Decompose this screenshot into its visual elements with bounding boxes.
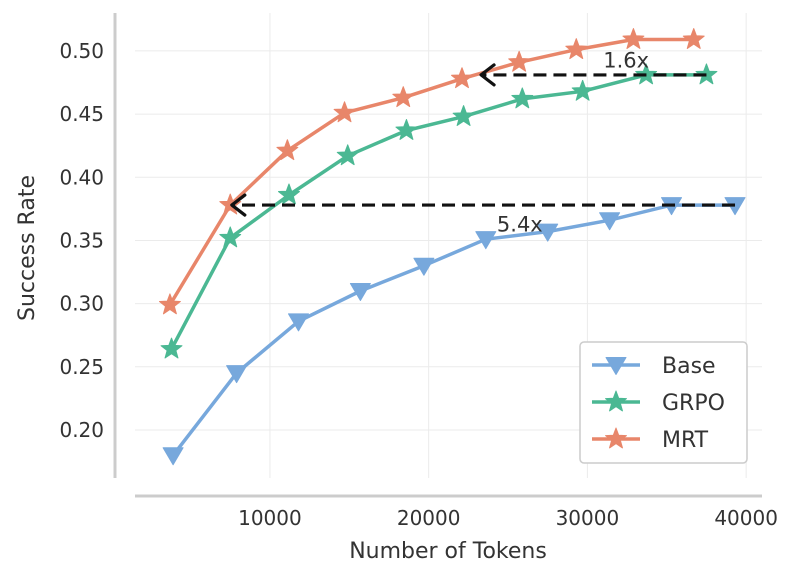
legend-frame [579, 341, 748, 464]
mrt-point [565, 38, 588, 60]
base-point [599, 212, 621, 231]
legend-swatch-marker [605, 427, 627, 449]
y-axis-ticks: 0.20 0.25 0.30 0.35 0.40 0.45 0.50 [59, 39, 104, 442]
legend-item-base: Base [592, 354, 716, 379]
y-tick-label: 0.50 [59, 39, 104, 63]
mrt-point [682, 28, 705, 49]
grpo-point [571, 79, 594, 101]
x-tick-label: 20000 [397, 506, 461, 530]
base-point [537, 223, 559, 242]
mrt-point [622, 28, 645, 49]
x-tick-label: 30000 [556, 506, 620, 530]
base-point [226, 365, 248, 384]
legend-label: Base [662, 354, 716, 379]
series-grpo [160, 63, 718, 359]
speedup-annotation: 5.4x [230, 193, 736, 237]
annotation-arrowhead [479, 63, 496, 87]
legend-swatch-marker [605, 390, 627, 412]
legend: Base GRPO MRT [579, 341, 748, 464]
mrt-point [392, 86, 415, 108]
x-axis-label: Number of Tokens [349, 539, 547, 564]
grpo-line [169, 73, 709, 351]
base-point [349, 282, 371, 301]
mrt-point [158, 293, 181, 315]
mrt-point [333, 101, 356, 123]
mrt-point [276, 139, 299, 161]
legend-swatch-marker [605, 357, 627, 375]
y-axis-label: Success Rate [15, 175, 40, 321]
grpo-point [160, 337, 183, 359]
legend-item-mrt: MRT [592, 427, 709, 453]
annotations: 1.6x 5.4x [230, 48, 736, 237]
legend-item-grpo: GRPO [592, 390, 725, 416]
annotation-arrowhead [230, 193, 247, 217]
grpo-point [336, 144, 359, 166]
x-axis-ticks: 10000 20000 30000 40000 [238, 506, 778, 530]
base-point [475, 231, 497, 250]
mrt-point [508, 50, 531, 72]
x-tick-label: 10000 [238, 506, 302, 530]
mrt-line [168, 37, 696, 307]
x-tick-label: 40000 [714, 506, 778, 530]
y-tick-label: 0.35 [59, 228, 104, 252]
legend-label: MRT [662, 428, 709, 453]
y-tick-label: 0.40 [59, 165, 104, 189]
base-point [287, 313, 309, 332]
y-tick-label: 0.25 [59, 355, 104, 379]
y-tick-label: 0.20 [59, 418, 104, 442]
grpo-point [511, 87, 534, 109]
grpo-point [452, 105, 475, 127]
mrt-point [451, 67, 473, 89]
base-point [413, 257, 435, 276]
y-tick-label: 0.45 [59, 102, 104, 126]
grpo-point [395, 119, 418, 140]
annotation-label: 5.4x [497, 213, 543, 237]
base-point [162, 447, 184, 466]
speedup-annotation: 1.6x [479, 48, 707, 87]
grpo-point [278, 183, 300, 205]
base-line [171, 203, 737, 458]
series-mrt [158, 28, 705, 315]
annotation-label: 1.6x [603, 48, 649, 72]
series-group [158, 28, 746, 466]
legend-label: GRPO [662, 391, 725, 416]
y-tick-label: 0.30 [59, 292, 104, 316]
grpo-point [219, 226, 242, 248]
